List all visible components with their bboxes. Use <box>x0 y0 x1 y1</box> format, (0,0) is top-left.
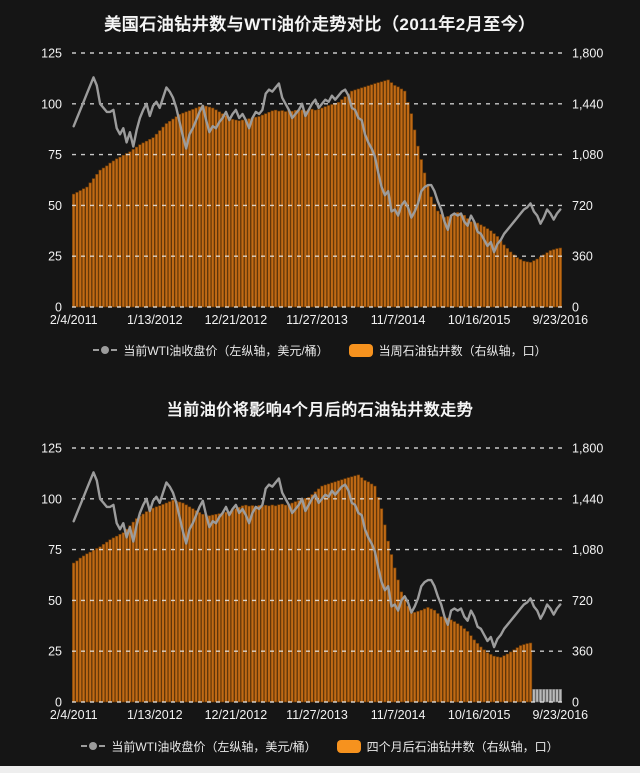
svg-text:0: 0 <box>55 301 62 315</box>
svg-text:1,440: 1,440 <box>572 97 603 111</box>
svg-text:9/23/2016: 9/23/2016 <box>532 313 588 327</box>
legend-label-lagged-rig-count: 四个月后石油钻井数（右纵轴，口） <box>366 739 559 754</box>
svg-text:2/4/2011: 2/4/2011 <box>50 708 98 722</box>
svg-text:720: 720 <box>572 199 593 213</box>
svg-text:10/16/2015: 10/16/2015 <box>448 313 511 327</box>
svg-text:50: 50 <box>48 199 62 213</box>
svg-text:75: 75 <box>48 543 62 557</box>
svg-text:1,080: 1,080 <box>572 543 603 557</box>
line-series-marker-icon <box>81 742 106 750</box>
svg-text:11/7/2014: 11/7/2014 <box>371 313 426 327</box>
legend-item-wti-price: 当前WTI油收盘价（左纵轴，美元/桶） <box>81 738 317 755</box>
svg-text:12/21/2012: 12/21/2012 <box>205 313 268 327</box>
svg-text:100: 100 <box>41 97 62 111</box>
page-title-bottom-chart: 当前油价将影响4个月后的石油钻井数走势 <box>166 402 474 419</box>
svg-text:0: 0 <box>572 696 579 710</box>
bar-series-swatch-icon <box>336 739 361 753</box>
svg-text:1/13/2012: 1/13/2012 <box>127 708 183 722</box>
page-title-top-chart: 美国石油钻井数与WTI油价走势对比（2011年2月至今） <box>104 15 536 34</box>
svg-text:9/23/2016: 9/23/2016 <box>532 708 588 722</box>
legend-label-wti-price: 当前WTI油收盘价（左纵轴，美元/桶） <box>111 739 317 754</box>
svg-text:360: 360 <box>572 250 593 264</box>
line-series-marker-icon <box>93 346 118 354</box>
svg-text:0: 0 <box>572 301 579 315</box>
svg-text:1,800: 1,800 <box>572 442 603 456</box>
legend-item-wti-price: 当前WTI油收盘价（左纵轴，美元/桶） <box>93 342 329 359</box>
svg-text:10/16/2015: 10/16/2015 <box>448 708 511 722</box>
svg-text:11/27/2013: 11/27/2013 <box>286 313 348 327</box>
svg-text:25: 25 <box>48 645 62 659</box>
svg-text:125: 125 <box>41 442 62 456</box>
svg-text:720: 720 <box>572 594 593 608</box>
svg-text:1/13/2012: 1/13/2012 <box>127 313 183 327</box>
page-bottom-strip <box>0 766 640 773</box>
svg-text:25: 25 <box>48 250 62 264</box>
svg-text:125: 125 <box>41 47 62 61</box>
svg-text:100: 100 <box>41 492 62 506</box>
legend-bottom-chart: 当前WTI油收盘价（左纵轴，美元/桶） 四个月后石油钻井数（右纵轴，口） <box>0 737 640 755</box>
svg-text:1,440: 1,440 <box>572 492 603 506</box>
svg-text:11/27/2013: 11/27/2013 <box>286 708 348 722</box>
svg-text:2/4/2011: 2/4/2011 <box>50 313 98 327</box>
svg-text:75: 75 <box>48 148 62 162</box>
svg-text:1,080: 1,080 <box>572 148 603 162</box>
bar-series-swatch-icon <box>348 343 373 357</box>
svg-text:11/7/2014: 11/7/2014 <box>371 708 426 722</box>
svg-text:0: 0 <box>55 696 62 710</box>
legend-label-rig-count: 当周石油钻井数（右纵轴，口） <box>378 343 547 358</box>
legend-item-lagged-rig-count: 四个月后石油钻井数（右纵轴，口） <box>336 738 559 755</box>
legend-label-wti-price: 当前WTI油收盘价（左纵轴，美元/桶） <box>123 343 329 358</box>
svg-text:360: 360 <box>572 645 593 659</box>
svg-text:1,800: 1,800 <box>572 47 603 61</box>
svg-text:12/21/2012: 12/21/2012 <box>205 708 268 722</box>
svg-text:50: 50 <box>48 594 62 608</box>
legend-item-rig-count: 当周石油钻井数（右纵轴，口） <box>348 342 547 359</box>
legend-top-chart: 当前WTI油收盘价（左纵轴，美元/桶） 当周石油钻井数（右纵轴，口） <box>0 341 640 359</box>
